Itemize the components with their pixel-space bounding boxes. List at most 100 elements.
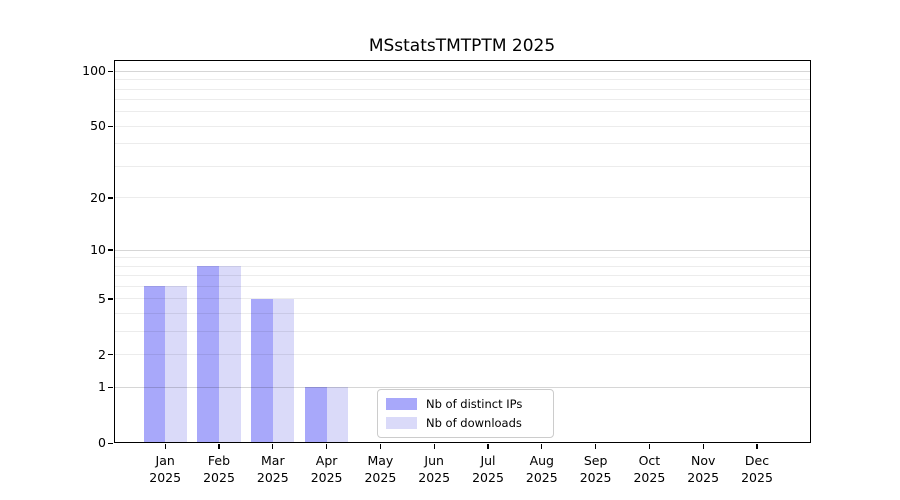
bar-downloads-apr (326, 387, 349, 444)
month-name: Oct (638, 453, 661, 468)
bar-distinct-ips-feb (197, 266, 219, 444)
x-axis-tick-aug (541, 444, 543, 449)
gridline-minor-8 (113, 265, 811, 267)
month-name: Jun (424, 453, 444, 468)
x-axis-month-label-feb: Feb 2025 (184, 452, 254, 486)
bar-distinct-ips-jan (143, 286, 166, 444)
x-axis-month-label-mar: Mar 2025 (238, 452, 308, 486)
month-name: Sep (583, 453, 608, 468)
month-name: Aug (529, 453, 554, 468)
x-axis-tick-feb (218, 444, 220, 449)
x-axis-tick-apr (325, 444, 328, 449)
gridline-major-10 (113, 249, 811, 251)
month-name: Jan (155, 453, 175, 468)
x-axis-month-label-jul: Jul 2025 (453, 452, 523, 486)
gridline-minor-2 (113, 354, 811, 356)
plot-border (113, 59, 811, 444)
x-axis-month-label-may: May 2025 (345, 452, 415, 486)
gridline-minor-3 (113, 331, 811, 333)
month-year: 2025 (472, 470, 504, 485)
x-axis-tick-jun (433, 444, 435, 449)
gridline-minor-7 (113, 275, 811, 277)
y-axis-tick-label-0: 0 (98, 435, 106, 451)
gridline-minor-20 (113, 197, 811, 199)
gridline-minor-90 (113, 79, 811, 81)
month-year: 2025 (633, 470, 666, 485)
x-axis-tick-sep (594, 444, 597, 449)
x-axis-month-label-jan: Jan 2025 (130, 452, 200, 486)
month-name: May (367, 453, 394, 468)
month-name: Nov (690, 453, 716, 468)
x-axis-tick-oct (648, 444, 651, 449)
month-year: 2025 (579, 470, 612, 485)
bar-distinct-ips-apr (305, 387, 327, 444)
x-axis-month-label-sep: Sep 2025 (561, 452, 631, 486)
x-axis-tick-jul (487, 444, 489, 449)
legend-swatch-downloads (386, 417, 417, 429)
x-axis-month-label-aug: Aug 2025 (507, 452, 577, 486)
legend-label-downloads: Nb of downloads (426, 416, 522, 430)
x-axis-tick-nov (702, 444, 704, 449)
month-year: 2025 (418, 470, 451, 485)
month-year: 2025 (525, 470, 558, 485)
y-axis-tick-label-2: 2 (98, 346, 106, 362)
x-axis-tick-may (379, 444, 382, 449)
y-axis-tick-2 (108, 354, 113, 356)
x-axis-month-label-nov: Nov 2025 (668, 452, 738, 486)
month-year: 2025 (741, 470, 773, 485)
legend: Nb of distinct IPs Nb of downloads (377, 389, 554, 438)
gridline-minor-30 (113, 166, 811, 167)
gridline-minor-40 (113, 143, 811, 145)
y-axis-tick-100 (108, 70, 113, 72)
gridline-minor-5 (113, 298, 811, 300)
y-axis-tick-20 (108, 197, 113, 199)
gridline-minor-70 (113, 99, 811, 101)
x-axis-month-label-dec: Dec 2025 (722, 452, 792, 486)
x-axis-tick-dec (756, 444, 758, 449)
y-axis-tick-label-100: 100 (82, 63, 106, 79)
y-axis-tick-label-10: 10 (90, 242, 106, 258)
y-axis-tick-label-20: 20 (90, 189, 106, 205)
month-name: Mar (261, 453, 285, 468)
gridline-minor-60 (113, 111, 811, 113)
bar-distinct-ips-mar (251, 298, 273, 444)
legend-entry-distinct-ips: Nb of distinct IPs (386, 397, 553, 412)
gridline-minor-6 (113, 285, 811, 287)
month-year: 2025 (149, 470, 182, 485)
x-axis-month-label-oct: Oct 2025 (614, 452, 684, 486)
y-axis-tick-label-50: 50 (90, 118, 106, 134)
chart-title: MSstatsTMTPTM 2025 (368, 36, 556, 56)
gridline-minor-80 (113, 88, 811, 90)
y-axis-tick-label-1: 1 (98, 379, 106, 395)
x-axis-month-label-apr: Apr 2025 (292, 452, 362, 486)
gridline-minor-9 (113, 257, 811, 259)
y-axis-tick-50 (108, 125, 113, 128)
legend-label-distinct-ips: Nb of distinct IPs (426, 397, 523, 411)
gridline-minor-4 (113, 313, 811, 315)
y-axis-tick-label-5: 5 (98, 290, 106, 306)
month-year: 2025 (310, 470, 343, 485)
month-year: 2025 (687, 470, 720, 485)
y-axis-tick-5 (108, 298, 113, 300)
month-year: 2025 (256, 470, 289, 485)
month-year: 2025 (203, 470, 235, 485)
bar-downloads-jan (165, 286, 187, 444)
legend-swatch-distinct-ips (386, 398, 417, 410)
x-axis-tick-mar (272, 444, 274, 449)
bar-downloads-mar (272, 298, 295, 444)
gridline-major-1 (113, 386, 811, 388)
x-axis-tick-jan (164, 444, 166, 449)
gridline-major-100 (113, 70, 811, 72)
gridline-minor-50 (113, 125, 811, 127)
x-axis-month-label-jun: Jun 2025 (399, 452, 469, 486)
y-axis-tick-10 (108, 249, 113, 251)
legend-entry-downloads: Nb of downloads (386, 416, 553, 431)
month-year: 2025 (364, 470, 397, 485)
bar-downloads-feb (219, 266, 241, 444)
month-name: Dec (744, 453, 770, 468)
y-axis-tick-1 (108, 386, 113, 389)
y-axis-tick-0 (108, 442, 113, 444)
month-name: Apr (315, 453, 338, 468)
month-name: Jul (480, 453, 496, 468)
